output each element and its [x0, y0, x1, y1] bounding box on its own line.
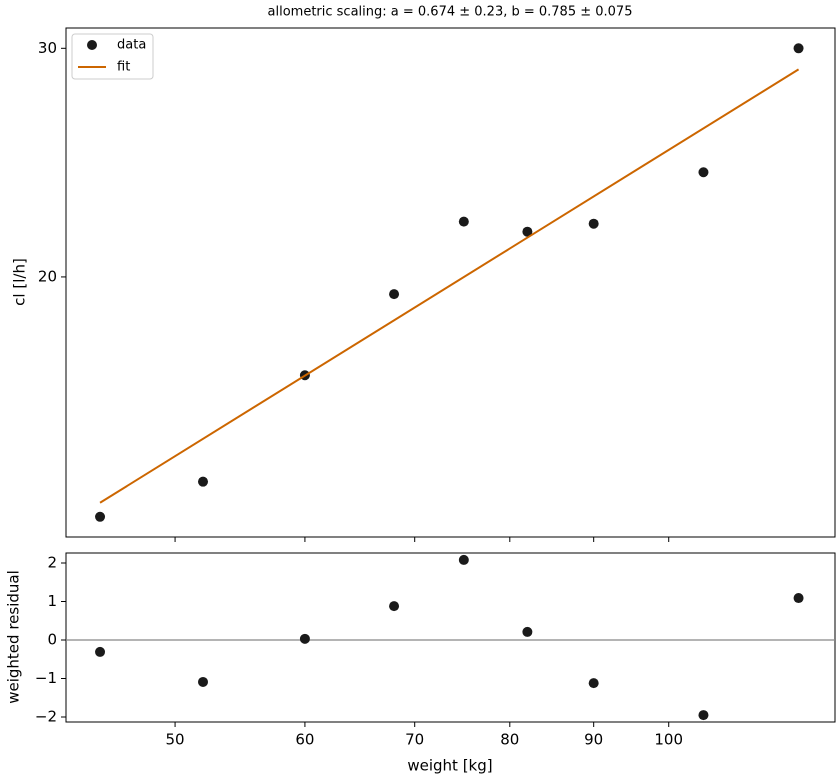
x-tick-label: 80	[500, 731, 519, 749]
data-point	[95, 511, 106, 522]
legend-swatch	[87, 40, 97, 50]
data-point	[698, 710, 709, 721]
y-tick-label: −1	[35, 669, 57, 687]
data-point	[389, 289, 400, 300]
x-tick-label: 70	[405, 731, 424, 749]
y-tick-label: −2	[35, 707, 57, 725]
y-axis-label: cl [l/h]	[11, 258, 29, 306]
data-point	[522, 626, 533, 637]
data-point	[588, 218, 599, 229]
x-tick-label: 50	[166, 731, 185, 749]
plot-frame	[65, 552, 836, 723]
chart-title: allometric scaling: a = 0.674 ± 0.23, b …	[268, 5, 633, 20]
x-tick-label: 60	[295, 731, 314, 749]
y-tick-label: 1	[47, 592, 57, 610]
data-point	[588, 678, 599, 689]
legend-label: data	[117, 38, 146, 53]
legend-label: fit	[117, 60, 130, 75]
y-tick-label: 20	[38, 267, 57, 285]
data-point	[458, 554, 469, 565]
y-tick-label: 2	[47, 554, 57, 572]
data-point	[698, 167, 709, 178]
x-tick-label: 90	[584, 731, 603, 749]
data-point	[793, 593, 804, 604]
data-point	[389, 601, 400, 612]
data-point	[299, 633, 310, 644]
y-axis-label: weighted residual	[5, 570, 23, 704]
data-point	[198, 676, 209, 687]
x-axis-label: weight [kg]	[407, 757, 492, 775]
y-tick-label: 0	[47, 631, 57, 649]
fit-line	[99, 68, 800, 504]
data-point	[522, 226, 533, 237]
data-point	[198, 476, 209, 487]
data-point	[95, 646, 106, 657]
data-point	[793, 43, 804, 54]
plot-frame	[65, 27, 836, 538]
x-tick-label: 100	[654, 731, 683, 749]
y-tick-label: 30	[38, 39, 57, 57]
data-point	[458, 216, 469, 227]
